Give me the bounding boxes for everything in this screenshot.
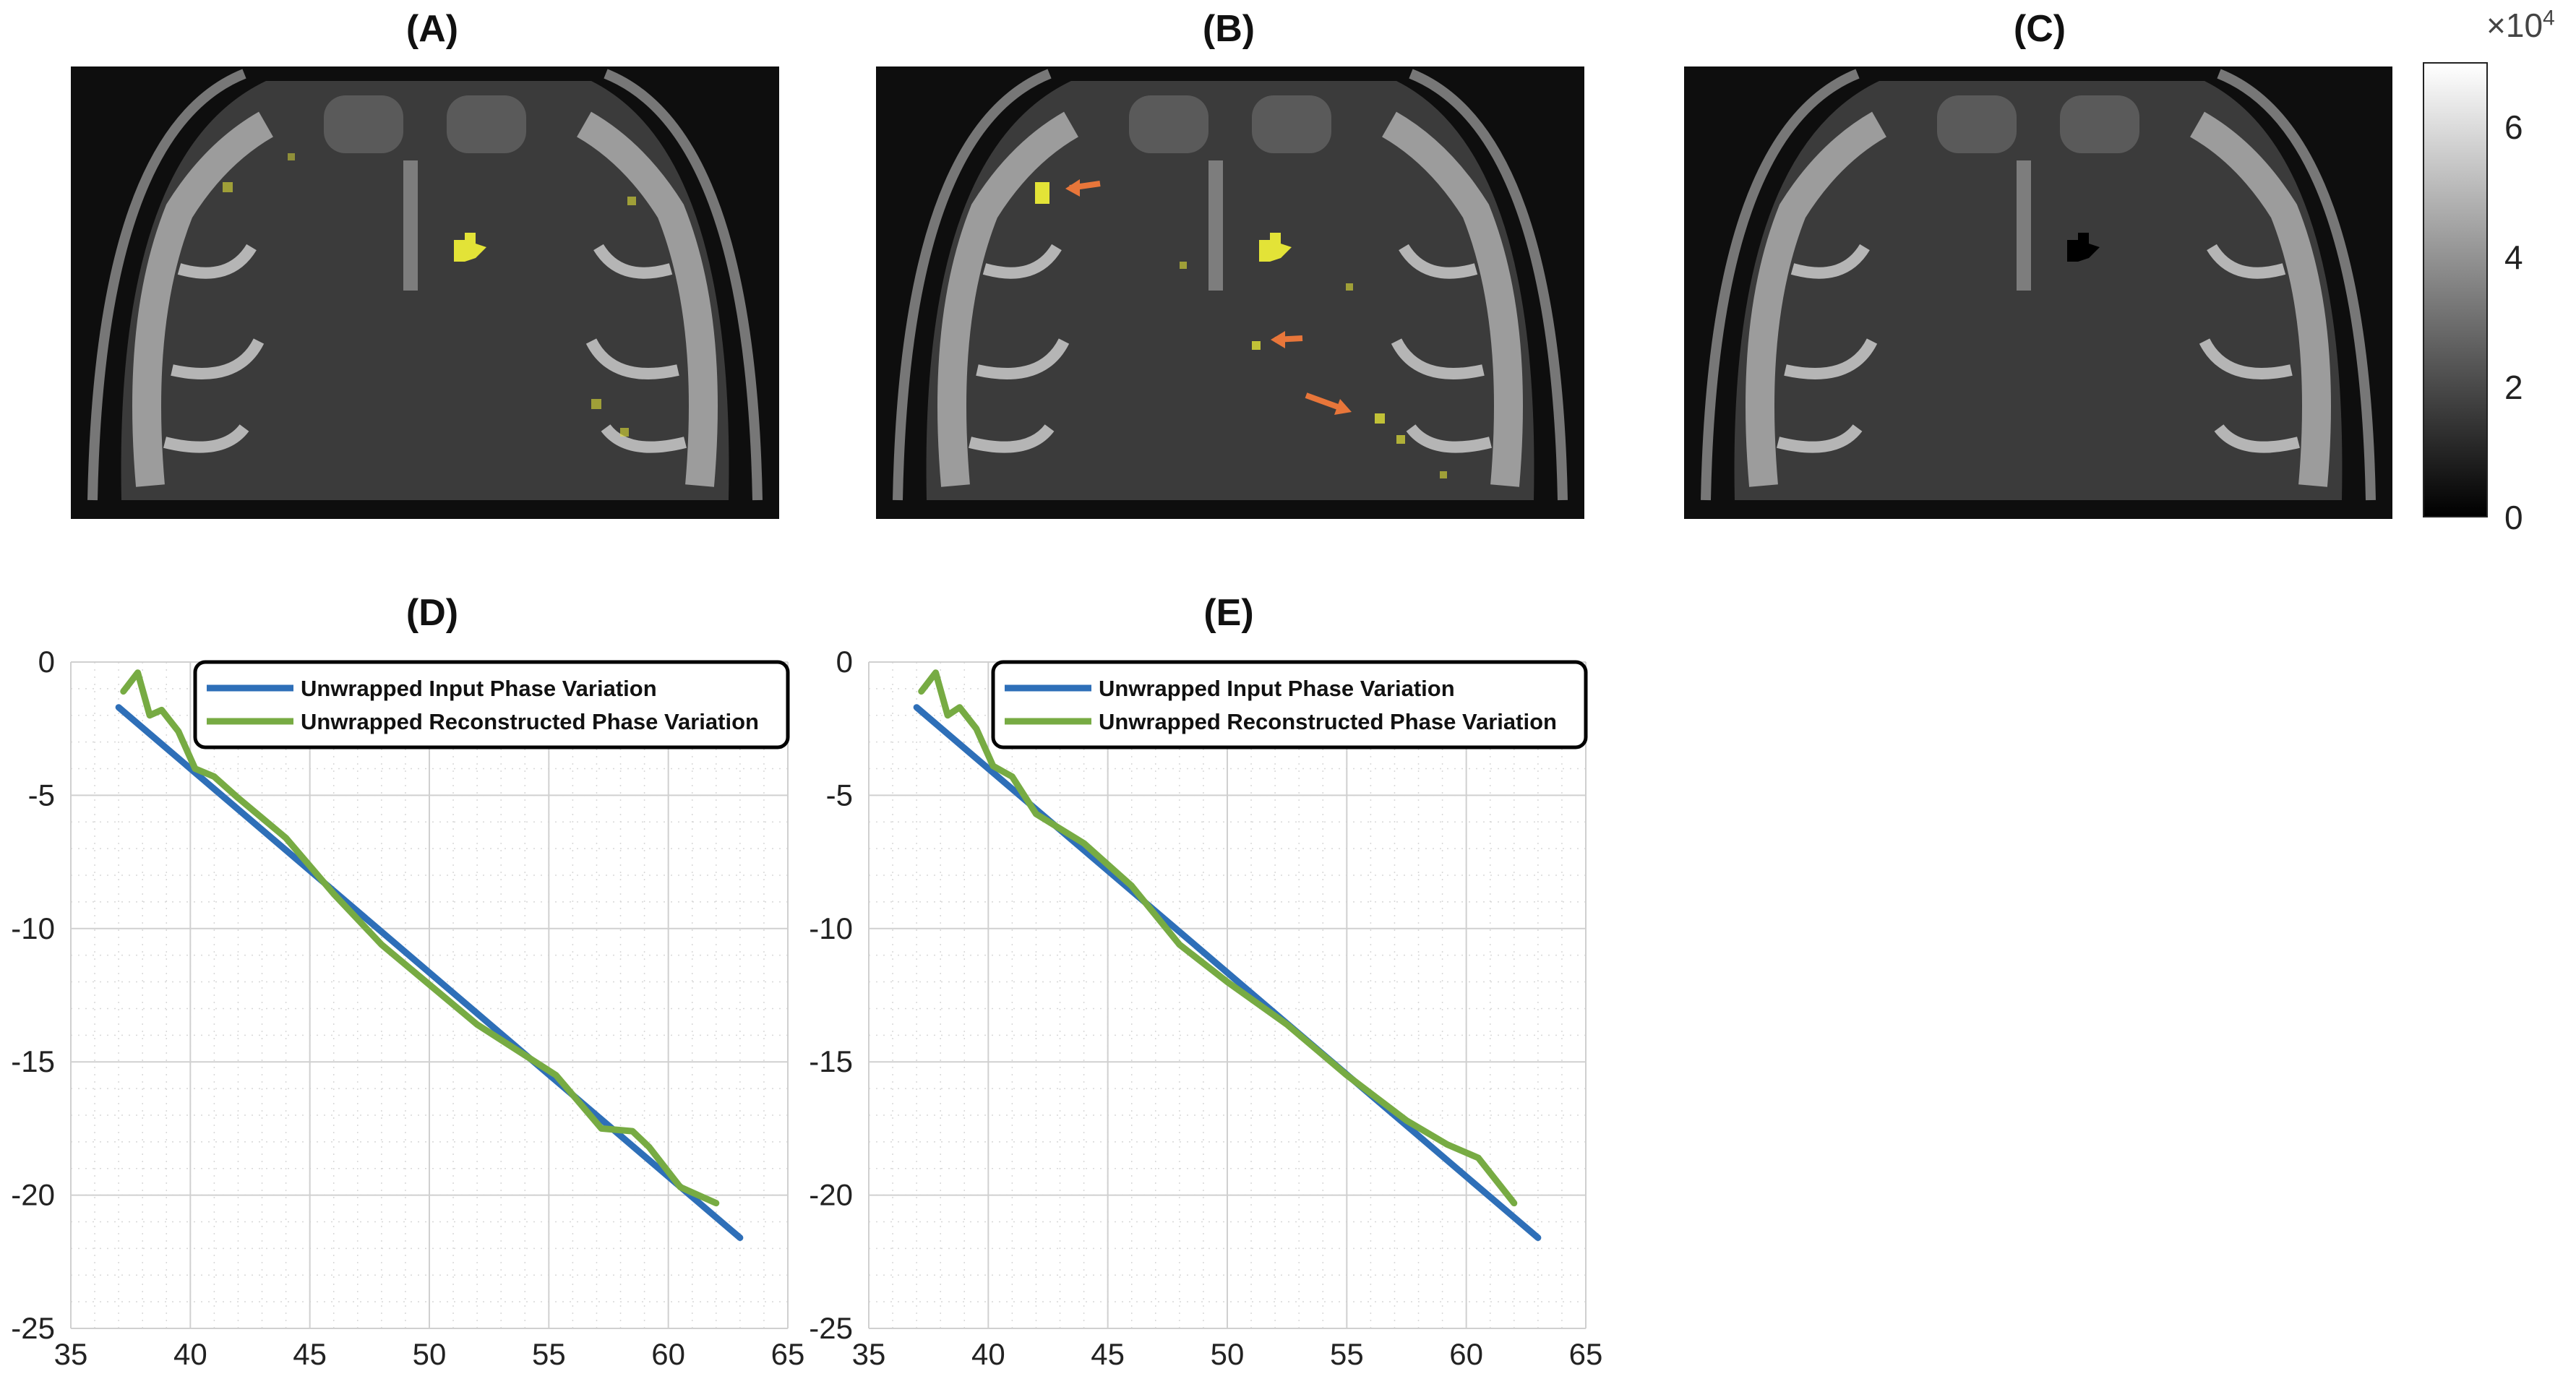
mri-slice-c: [1684, 66, 2392, 519]
colorbar: [2423, 62, 2488, 517]
x-tick-label: 35: [54, 1337, 88, 1371]
arrow-icon: [1065, 179, 1101, 197]
input-phase-line: [115, 704, 744, 1242]
legend-label: Unwrapped Reconstructed Phase Variation: [301, 709, 759, 734]
panel-title-a: (A): [405, 8, 459, 50]
y-tick-label: -20: [11, 1178, 55, 1212]
mri-slice-b: [876, 66, 1584, 519]
legend-box: [991, 660, 1588, 749]
x-tick-label: 40: [173, 1337, 207, 1371]
panel-title-e: (E): [1203, 592, 1254, 634]
x-tick-label: 40: [971, 1337, 1005, 1371]
x-tick-label: 65: [771, 1337, 805, 1371]
highlight-region: [1259, 233, 1292, 262]
arrow-icon: [1305, 392, 1352, 415]
arrow-icon: [1271, 331, 1303, 348]
reconstructed-phase-line: [120, 669, 720, 1207]
y-tick-label: 0: [38, 645, 55, 679]
x-tick-label: 45: [1091, 1337, 1125, 1371]
highlight-region: [454, 233, 486, 262]
x-tick-label: 60: [651, 1337, 685, 1371]
x-tick-label: 45: [293, 1337, 327, 1371]
masked-region: [2067, 233, 2100, 262]
colorbar-tick: 4: [2504, 239, 2523, 276]
panel-title-c: (C): [2013, 8, 2066, 50]
input-phase-line: [913, 704, 1542, 1242]
x-tick-label: 55: [1330, 1337, 1364, 1371]
colorbar-multiplier: ×104: [2486, 6, 2555, 44]
highlight-voxel: [1035, 182, 1049, 204]
panel-title-d: (D): [405, 592, 459, 634]
mri-image-c: [1684, 66, 2392, 519]
legend-label: Unwrapped Input Phase Variation: [301, 676, 657, 701]
y-tick-label: -15: [809, 1044, 853, 1078]
mri-slice-a: [71, 66, 779, 519]
x-tick-label: 35: [852, 1337, 886, 1371]
y-tick-label: -5: [28, 778, 55, 812]
colorbar-tick: 0: [2504, 499, 2523, 536]
colorbar-tick: 6: [2504, 108, 2523, 146]
mri-image-a: [71, 66, 779, 519]
y-tick-label: -25: [809, 1311, 853, 1345]
y-tick-label: -10: [809, 911, 853, 945]
mri-image-b: [876, 66, 1584, 519]
y-tick-label: -5: [826, 778, 853, 812]
y-tick-label: -10: [11, 911, 55, 945]
reconstructed-phase-line: [918, 669, 1518, 1207]
legend-box: [193, 660, 790, 749]
x-tick-label: 55: [532, 1337, 566, 1371]
y-tick-label: -25: [11, 1311, 55, 1345]
y-tick-label: -15: [11, 1044, 55, 1078]
panel-title-b: (B): [1202, 8, 1255, 50]
y-tick-label: -20: [809, 1178, 853, 1212]
y-tick-label: 0: [836, 645, 853, 679]
legend-label: Unwrapped Input Phase Variation: [1099, 676, 1455, 701]
legend-label: Unwrapped Reconstructed Phase Variation: [1099, 709, 1557, 734]
x-tick-label: 60: [1449, 1337, 1483, 1371]
x-tick-label: 50: [413, 1337, 447, 1371]
x-tick-label: 65: [1569, 1337, 1603, 1371]
x-tick-label: 50: [1211, 1337, 1245, 1371]
colorbar-tick: 2: [2504, 369, 2523, 406]
colorbar-gradient: [2423, 62, 2488, 517]
